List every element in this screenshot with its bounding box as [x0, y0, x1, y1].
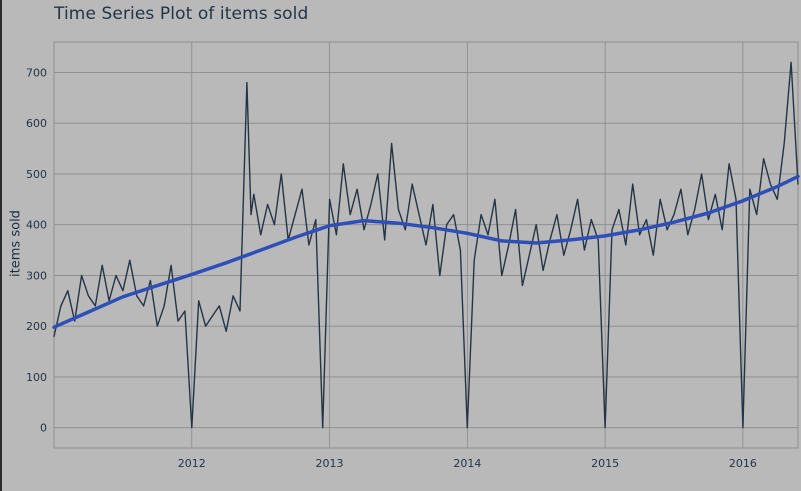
x-tick-label: 2013 [316, 457, 344, 470]
chart-title: Time Series Plot of items sold [54, 4, 309, 24]
items-sold-line [53, 61, 799, 429]
y-tick-label: 300 [26, 269, 47, 282]
x-tick-label: 2014 [453, 457, 481, 470]
x-tick-label: 2015 [591, 457, 619, 470]
y-tick-label: 500 [26, 168, 47, 181]
y-tick-label: 200 [26, 320, 47, 333]
y-tick-label: 600 [26, 117, 47, 130]
y-tick-label: 0 [40, 422, 47, 435]
x-tick-label: 2012 [178, 457, 206, 470]
y-tick-label: 700 [26, 66, 47, 79]
y-tick-label: 400 [26, 219, 47, 232]
x-tick-label: 2016 [729, 457, 757, 470]
trend-line [52, 174, 800, 329]
y-tick-label: 100 [26, 371, 47, 384]
